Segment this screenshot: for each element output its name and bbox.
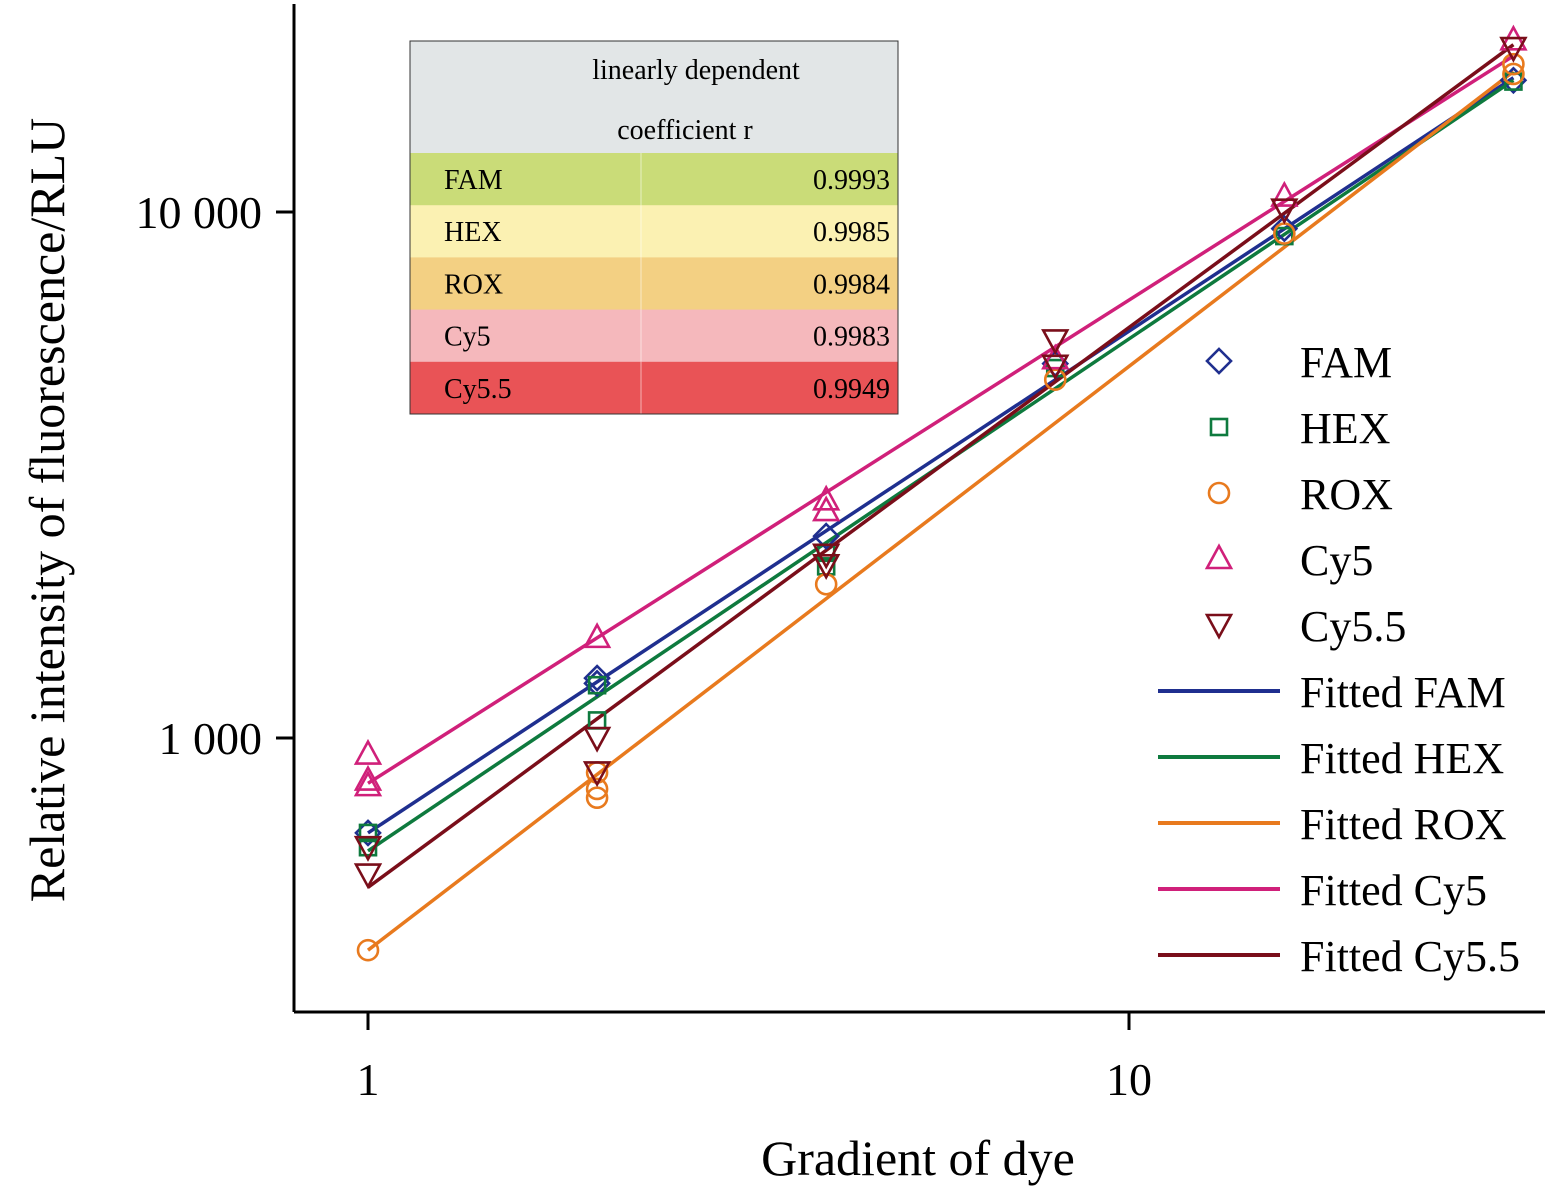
- data-point-cy5-5: [353, 835, 383, 862]
- legend-label: Fitted FAM: [1300, 668, 1506, 717]
- data-point-rox: [356, 938, 380, 962]
- data-point-cy5: [353, 770, 383, 797]
- data-point-cy5: [353, 738, 383, 765]
- table-row-value: 0.9983: [813, 322, 890, 353]
- data-point-cy5: [353, 764, 383, 791]
- x-ticks: 1 10: [357, 1012, 1152, 1105]
- legend-marker-hex: [1209, 417, 1229, 437]
- table-row: [410, 309, 898, 363]
- data-point-rox: [814, 572, 838, 596]
- table-row-value: 0.9949: [813, 374, 890, 405]
- x-tick-label: 10: [1106, 1054, 1152, 1105]
- data-point-fam: [1270, 214, 1299, 243]
- table-row: [410, 153, 898, 206]
- x-axis-title: Gradient of dye: [761, 1130, 1075, 1186]
- fit-line-rox: [366, 70, 1515, 952]
- legend: FAM HEX ROX Cy5 Cy5.5 Fitted FAM Fitted HEX Fit…: [1158, 338, 1520, 981]
- table-border: [409, 40, 899, 415]
- data-point-rox: [585, 786, 609, 810]
- table-row-value: 0.9984: [813, 269, 890, 300]
- data-point-cy5: [811, 484, 841, 511]
- table-header-line2: coefficient r: [617, 115, 753, 146]
- data-point-cy5: [1041, 343, 1070, 370]
- table-row-value: 0.9985: [813, 217, 890, 248]
- y-tick-label: 10 000: [136, 187, 263, 238]
- table-row-label: HEX: [444, 217, 502, 248]
- legend-marker-rox: [1207, 481, 1231, 505]
- axes: 1 10 1 000 10 000 Gradient of dye Relative…: [19, 4, 1545, 1186]
- fit-line-fam: [367, 76, 1515, 835]
- fit-line-cy5-5: [366, 43, 1515, 889]
- inset-table: linearly dependent coefficient r FAM 0.99…: [409, 40, 899, 415]
- data-point-rox: [1502, 52, 1525, 76]
- data-point-cy5: [582, 622, 612, 649]
- data-point-cy5-5: [353, 863, 383, 890]
- data-point-cy5-5: [582, 761, 612, 788]
- data-point-fam: [583, 664, 611, 692]
- data-point-rox: [1043, 368, 1067, 391]
- table-row-value: 0.9993: [813, 165, 890, 196]
- legend-label: Cy5: [1300, 536, 1373, 585]
- data-point-hex: [358, 823, 378, 843]
- legend-label: FAM: [1300, 338, 1392, 387]
- table-rows: FAM 0.9993 HEX 0.9985 ROX 0.9984 Cy5 0.9983 Cy5.…: [410, 153, 898, 415]
- legend-marker-fam: [1205, 347, 1233, 375]
- x-tick-label: 1: [357, 1054, 380, 1105]
- data-point-fam: [812, 522, 841, 550]
- table-row-label: Cy5.5: [444, 374, 512, 405]
- table-row-label: Cy5: [444, 322, 491, 353]
- markers: [353, 24, 1528, 962]
- fit-lines: [366, 43, 1515, 952]
- data-point-cy5-5: [1499, 36, 1528, 63]
- table-row: [410, 257, 898, 311]
- y-axis-title: Relative intensity of fluorescence/RLU: [19, 118, 75, 902]
- fit-line-cy5: [367, 54, 1515, 785]
- data-point-cy5-5: [1270, 198, 1299, 225]
- table-header-line1: linearly dependent: [592, 55, 800, 86]
- table-row-label: FAM: [444, 165, 503, 196]
- data-point-cy5-5: [1041, 354, 1070, 381]
- legend-label: Fitted Cy5.5: [1300, 932, 1520, 981]
- legend-marker-cy5: [1204, 543, 1234, 570]
- y-tick-label: 1 000: [159, 713, 263, 764]
- legend-label: HEX: [1300, 404, 1390, 453]
- legend-label: Cy5.5: [1300, 602, 1406, 651]
- data-point-hex: [587, 675, 607, 695]
- table-header-cell: [410, 41, 898, 153]
- plot-area: [353, 24, 1528, 962]
- data-point-rox: [585, 777, 609, 801]
- data-point-cy5-5: [582, 726, 612, 753]
- legend-label: Fitted Cy5: [1300, 866, 1487, 915]
- data-point-cy5-5: [811, 553, 841, 580]
- data-point-cy5: [811, 495, 841, 522]
- data-point-rox: [1502, 62, 1525, 86]
- table-row: [410, 205, 898, 258]
- table-row: [410, 361, 898, 415]
- legend-label: Fitted HEX: [1300, 734, 1504, 783]
- y-ticks: 1 000 10 000: [136, 187, 294, 764]
- legend-label: Fitted ROX: [1300, 800, 1507, 849]
- legend-marker-cy5-5: [1204, 613, 1234, 640]
- table-row-label: ROX: [444, 269, 503, 300]
- data-point-cy5: [1270, 180, 1299, 207]
- data-point-cy5-5: [1041, 329, 1070, 356]
- legend-label: ROX: [1300, 470, 1393, 519]
